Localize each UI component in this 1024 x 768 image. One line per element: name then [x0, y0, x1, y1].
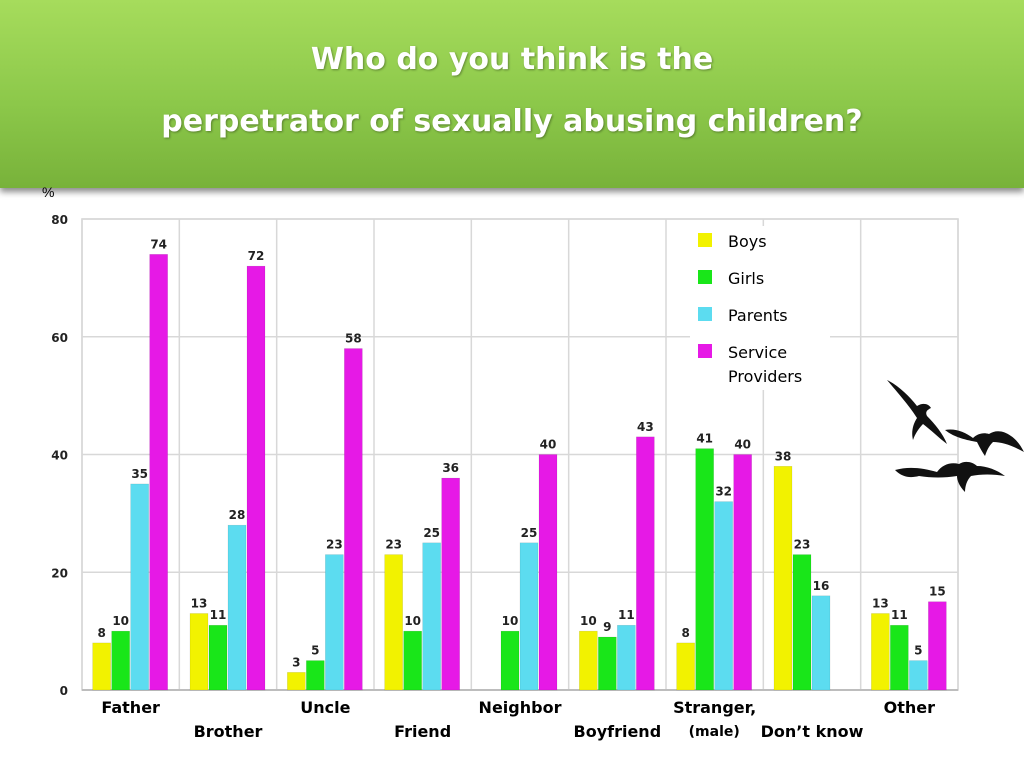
bar-service-providers	[928, 601, 947, 691]
bar-boys	[676, 642, 695, 691]
y-tick-label: 80	[51, 213, 68, 227]
data-label-girls: 10	[502, 614, 519, 628]
data-label-service-providers: 74	[150, 237, 167, 251]
data-label-parents: 23	[326, 538, 343, 552]
bar-service-providers	[344, 348, 363, 691]
chart-title-line-1: Who do you think is the	[310, 42, 714, 77]
title-banner: Who do you think is the perpetrator of s…	[0, 0, 1024, 188]
data-label-parents: 16	[813, 579, 830, 593]
bar-girls	[403, 630, 422, 691]
data-label-boys: 13	[191, 596, 208, 610]
bar-girls	[890, 624, 909, 691]
bar-parents	[909, 660, 928, 691]
bar-service-providers	[246, 265, 266, 691]
data-label-boys: 10	[580, 614, 597, 628]
data-label-girls: 23	[794, 538, 811, 552]
data-label-girls: 9	[603, 620, 611, 634]
bar-girls	[792, 554, 812, 691]
data-label-parents: 11	[618, 608, 635, 622]
y-tick-label: 0	[60, 684, 68, 698]
data-label-service-providers: 15	[929, 585, 946, 599]
data-label-girls: 10	[112, 614, 129, 628]
data-label-service-providers: 72	[248, 249, 265, 263]
bar-boys	[92, 642, 111, 691]
bar-service-providers	[538, 454, 558, 691]
bar-girls	[500, 630, 520, 691]
bar-parents	[811, 595, 831, 691]
bar-service-providers	[733, 454, 752, 691]
x-tick-label: Stranger,	[673, 698, 757, 717]
x-tick-label: Uncle	[300, 698, 351, 717]
x-tick-label: Brother	[193, 722, 263, 741]
data-label-boys: 38	[775, 449, 792, 463]
data-label-parents: 35	[131, 467, 148, 481]
bar-service-providers	[441, 477, 460, 691]
y-tick-label: 40	[51, 449, 68, 463]
bar-girls	[208, 624, 228, 691]
chart-legend: Boys Girls Parents Service Providers	[690, 226, 830, 390]
legend-swatch-girls	[698, 270, 712, 284]
bar-girls	[695, 448, 714, 691]
bar-parents	[714, 501, 733, 691]
data-label-boys: 13	[872, 596, 889, 610]
bar-service-providers	[149, 254, 168, 691]
data-label-boys: 23	[385, 538, 402, 552]
bar-parents	[519, 542, 539, 691]
legend-label-boys: Boys	[728, 232, 767, 251]
bar-girls	[598, 636, 617, 691]
legend-label-service-providers: Service Providers	[728, 343, 803, 386]
data-label-parents: 25	[423, 526, 440, 540]
data-label-service-providers: 40	[540, 438, 557, 452]
flying-birds-icon	[887, 380, 1024, 492]
data-label-boys: 8	[97, 626, 105, 640]
data-label-service-providers: 58	[345, 332, 362, 346]
x-tick-label: Friend	[394, 722, 452, 741]
bird-silhouettes	[887, 380, 1024, 492]
legend-swatch-parents	[698, 307, 712, 321]
data-label-parents: 25	[521, 526, 538, 540]
y-axis-unit-label: %	[42, 184, 55, 200]
bar-boys	[773, 466, 793, 691]
bar-parents	[325, 554, 344, 691]
x-tick-label: Boyfriend	[573, 722, 662, 741]
legend-swatch-boys	[698, 233, 712, 247]
x-tick-label: Father	[101, 698, 160, 717]
data-label-girls: 11	[891, 608, 908, 622]
data-label-parents: 28	[229, 508, 246, 522]
legend-swatch-service-providers	[698, 344, 712, 358]
bar-boys	[384, 554, 403, 691]
data-label-parents: 5	[914, 644, 922, 658]
bar-boys	[579, 630, 598, 691]
legend-label-girls: Girls	[728, 269, 765, 288]
bar-boys	[189, 613, 209, 691]
bar-parents	[422, 542, 441, 691]
x-tick-sublabel: (male)	[688, 724, 740, 740]
legend-label-parents: Parents	[728, 306, 788, 325]
data-label-parents: 32	[715, 485, 732, 499]
data-label-girls: 5	[311, 644, 319, 658]
data-label-service-providers: 40	[734, 438, 751, 452]
x-tick-label: Neighbor	[478, 698, 562, 717]
bar-service-providers	[636, 436, 655, 691]
x-tick-label: Other	[883, 698, 936, 717]
bar-parents	[130, 483, 149, 691]
bar-girls	[111, 630, 130, 691]
chart-title-line-2: perpetrator of sexually abusing children…	[161, 104, 863, 139]
data-label-service-providers: 36	[442, 461, 459, 475]
data-label-girls: 11	[210, 608, 227, 622]
bar-boys	[871, 613, 890, 691]
y-tick-label: 20	[51, 566, 68, 580]
data-label-boys: 8	[681, 626, 689, 640]
bar-girls	[306, 660, 325, 691]
y-tick-label: 60	[51, 331, 68, 345]
bar-boys	[287, 672, 306, 691]
data-label-girls: 10	[404, 614, 421, 628]
data-label-service-providers: 43	[637, 420, 654, 434]
bar-parents	[227, 524, 247, 691]
bar-parents	[617, 624, 636, 691]
x-tick-label: Don’t know	[760, 722, 864, 741]
data-label-boys: 3	[292, 655, 300, 669]
data-label-girls: 41	[696, 432, 713, 446]
